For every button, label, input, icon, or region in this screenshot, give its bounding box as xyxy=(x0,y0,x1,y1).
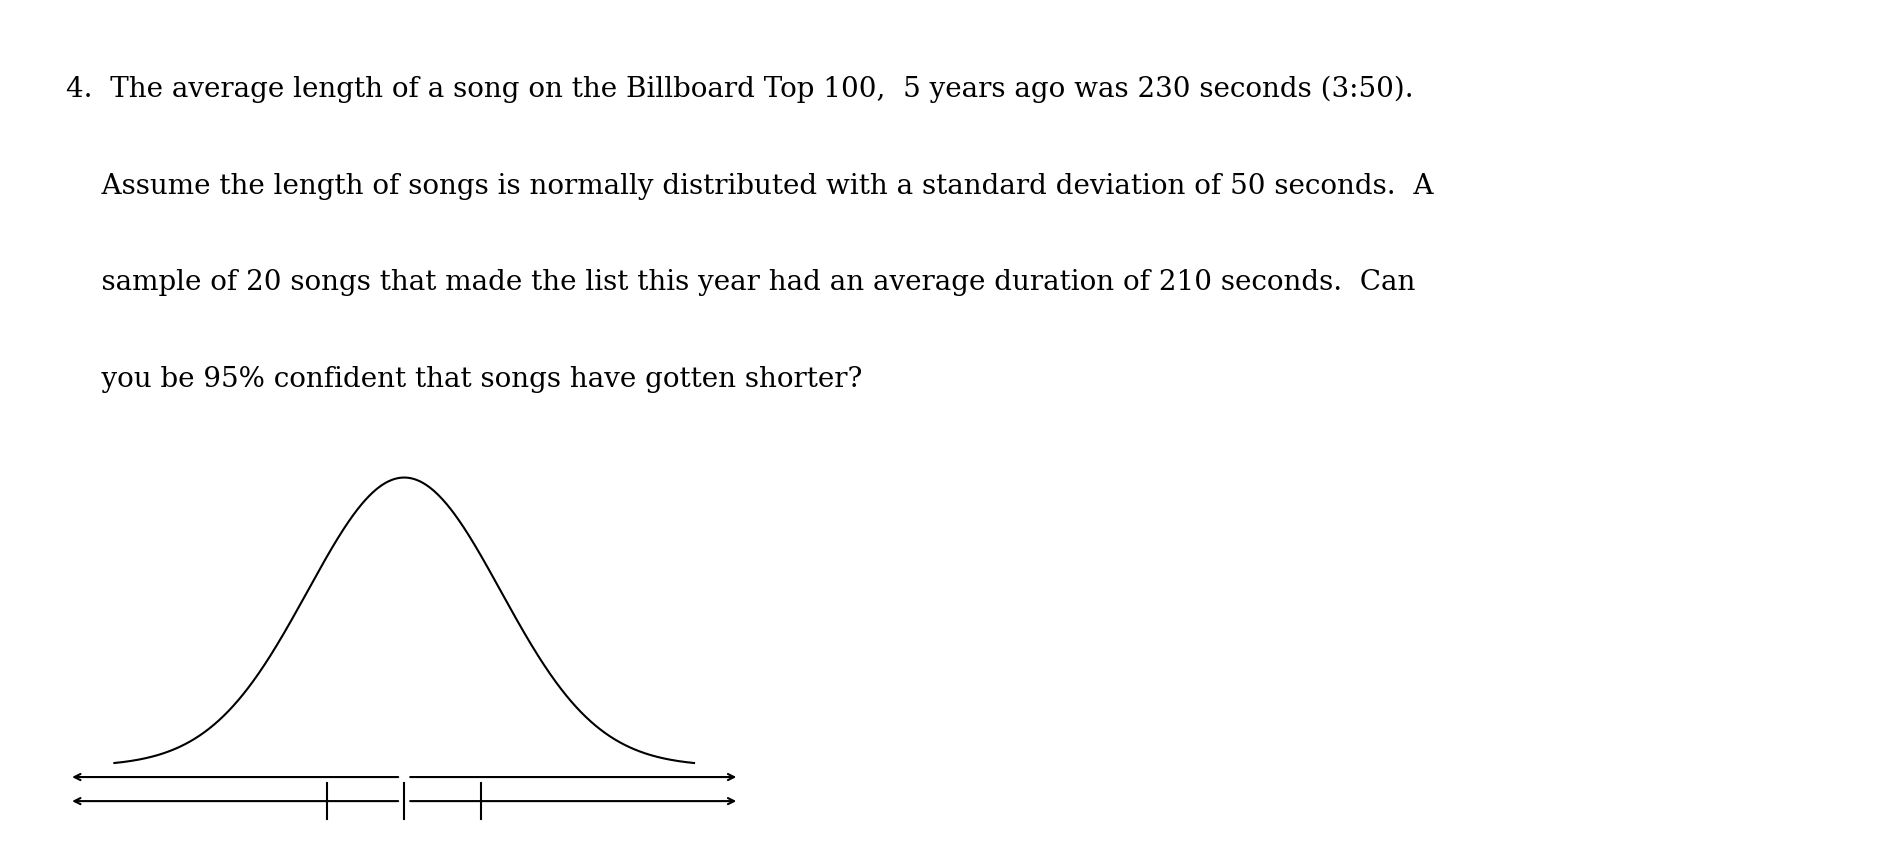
Text: you be 95% confident that songs have gotten shorter?: you be 95% confident that songs have got… xyxy=(66,366,863,393)
Text: sample of 20 songs that made the list this year had an average duration of 210 s: sample of 20 songs that made the list th… xyxy=(66,269,1416,296)
Text: Assume the length of songs is normally distributed with a standard deviation of : Assume the length of songs is normally d… xyxy=(66,173,1433,200)
Text: 4.  The average length of a song on the Billboard Top 100,  5 years ago was 230 : 4. The average length of a song on the B… xyxy=(66,76,1414,103)
